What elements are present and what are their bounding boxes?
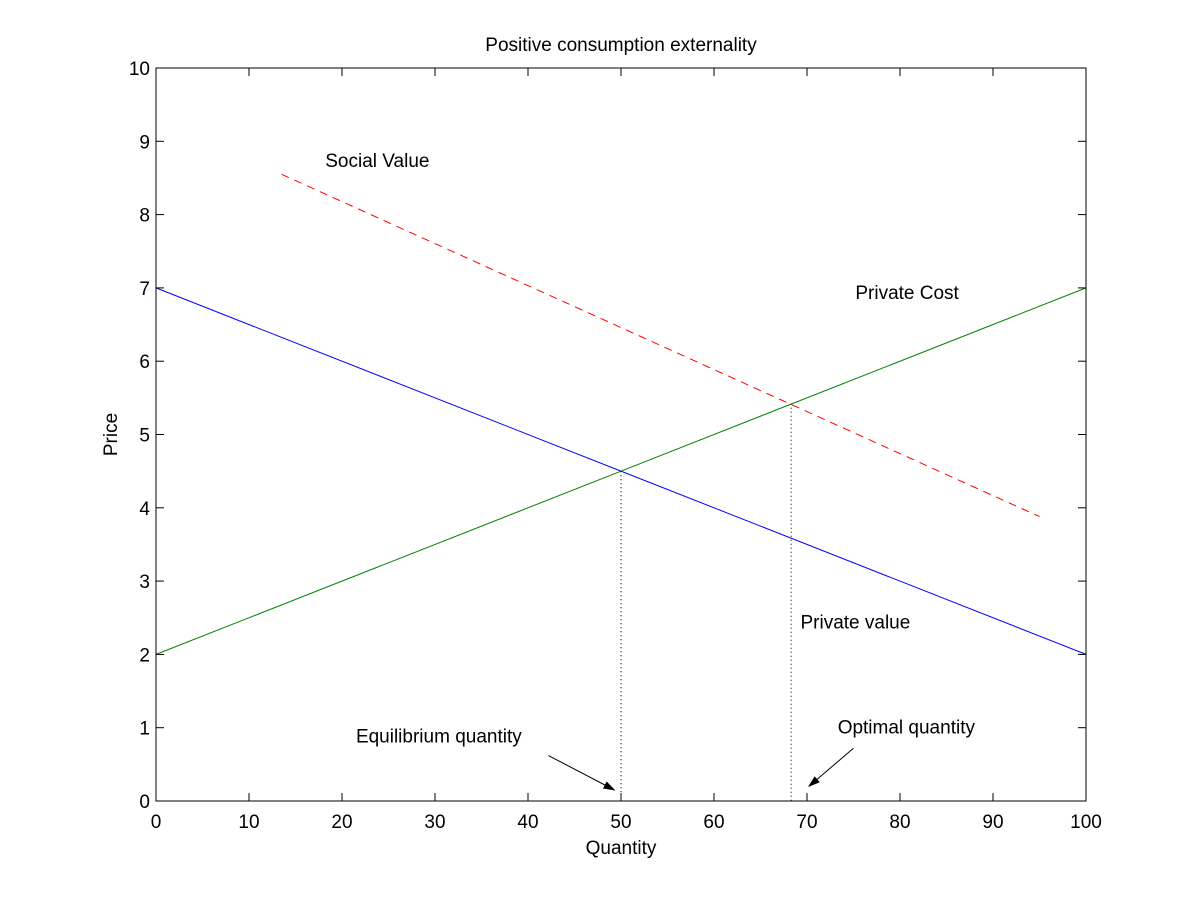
y-axis-label: Price bbox=[101, 413, 122, 456]
y-tick-label: 9 bbox=[139, 132, 150, 153]
y-tick-label: 1 bbox=[139, 719, 150, 740]
y-tick-label: 10 bbox=[129, 59, 150, 80]
y-tick-label: 5 bbox=[139, 426, 150, 447]
equilibrium-quantity-arrow bbox=[548, 755, 616, 791]
y-tick-label: 0 bbox=[139, 792, 150, 813]
x-tick-label: 10 bbox=[238, 812, 259, 833]
x-axis-label: Quantity bbox=[586, 838, 657, 859]
x-tick-label: 0 bbox=[151, 812, 162, 833]
optimal-quantity-arrow bbox=[808, 747, 854, 787]
y-tick-label: 2 bbox=[139, 645, 150, 666]
optimal-quantity-label: Optimal quantity bbox=[838, 718, 976, 739]
x-tick-label: 90 bbox=[982, 812, 1003, 833]
chart-title: Positive consumption externality bbox=[485, 35, 757, 56]
private-value-label: Private value bbox=[800, 613, 910, 634]
x-tick-label: 100 bbox=[1070, 812, 1102, 833]
annotation-layer: Social Value Private Cost Private value Equ… bbox=[325, 151, 976, 791]
y-tick-label: 6 bbox=[139, 352, 150, 373]
marker-layer bbox=[620, 403, 792, 801]
x-tick-label: 20 bbox=[331, 812, 352, 833]
x-tick-label: 80 bbox=[889, 812, 910, 833]
x-tick-label: 60 bbox=[703, 812, 724, 833]
y-tick-label: 8 bbox=[139, 206, 150, 227]
y-tick-label: 3 bbox=[139, 572, 150, 593]
x-tick-label: 40 bbox=[517, 812, 538, 833]
series-social-value bbox=[281, 173, 1040, 518]
x-tick-label: 30 bbox=[424, 812, 445, 833]
social-value-label: Social Value bbox=[325, 151, 429, 172]
equilibrium-quantity-label: Equilibrium quantity bbox=[356, 726, 522, 747]
x-tick-label: 70 bbox=[796, 812, 817, 833]
tick-layer: 0 10 20 30 40 50 60 70 80 90 100 0 1 2 3 4 5 6 7 8 9 10 bbox=[129, 59, 1102, 833]
x-tick-label: 50 bbox=[610, 812, 631, 833]
y-tick-label: 7 bbox=[139, 279, 150, 300]
y-tick-label: 4 bbox=[139, 499, 150, 520]
private-cost-label: Private Cost bbox=[855, 283, 959, 304]
